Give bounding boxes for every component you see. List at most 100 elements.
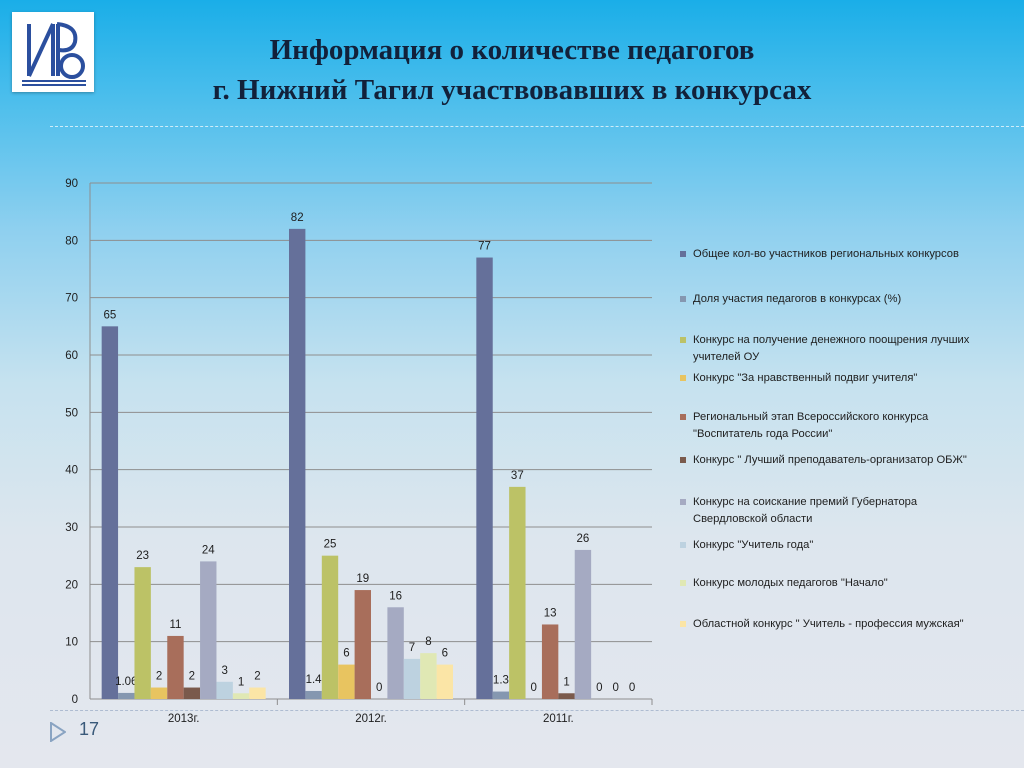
data-label: 16 [389, 590, 402, 602]
y-tick-label: 30 [65, 522, 78, 534]
data-label: 23 [136, 550, 149, 562]
legend-swatch [680, 337, 686, 343]
bar [541, 624, 559, 699]
data-label: 1.3 [493, 675, 509, 687]
legend-item: Доля участия педагогов в конкурсах (%) [680, 291, 980, 308]
bar [118, 692, 135, 699]
legend-label: Конкурс "За нравственный подвиг учителя" [693, 372, 918, 384]
legend-item: Конкурс " Лучший преподаватель-организат… [680, 452, 980, 469]
data-label: 82 [291, 212, 304, 224]
bar [403, 658, 421, 699]
bottom-divider [50, 710, 1024, 711]
legend-item: Региональный этап Всероссийского конкурс… [680, 409, 980, 442]
bar [183, 687, 201, 699]
legend-label: Конкурс "Учитель года" [693, 539, 814, 551]
slide-title: Информация о количестве педагогов г. Ниж… [60, 30, 964, 110]
legend-item: Конкурс "Учитель года" [680, 537, 980, 554]
y-tick-label: 60 [65, 350, 78, 362]
legend-swatch [680, 296, 686, 302]
data-label: 19 [356, 573, 369, 585]
x-tick-label: 2013г. [168, 713, 200, 725]
slide-title-line1: Информация о количестве педагогов [269, 34, 755, 66]
bar [101, 326, 119, 699]
data-label: 65 [103, 309, 116, 321]
bar [338, 664, 355, 699]
legend-swatch [680, 457, 686, 463]
legend-swatch [680, 414, 686, 420]
data-label: 1 [238, 676, 244, 688]
data-label: 24 [202, 544, 215, 556]
y-tick-label: 40 [65, 465, 78, 477]
bar [574, 549, 592, 699]
bar [150, 687, 168, 699]
data-label: 0 [629, 682, 635, 694]
legend-label: Конкурс молодых педагогов "Начало" [693, 577, 888, 589]
bar [420, 653, 437, 699]
data-label: 2 [156, 671, 162, 683]
y-tick-label: 80 [65, 235, 78, 247]
top-divider [50, 126, 1024, 127]
legend-label: Общее кол-во участников региональных кон… [693, 248, 959, 260]
legend-swatch [680, 542, 686, 548]
data-label: 37 [511, 470, 524, 482]
bar [476, 257, 493, 699]
data-label: 0 [596, 682, 602, 694]
y-tick-label: 70 [65, 293, 78, 305]
bar [354, 590, 371, 699]
y-tick-label: 10 [65, 637, 78, 649]
data-label: 7 [409, 642, 415, 654]
data-label: 0 [613, 682, 619, 694]
bar [200, 561, 217, 699]
legend-swatch [680, 499, 686, 505]
bar [387, 607, 404, 699]
bar [232, 693, 250, 699]
legend-item: Конкурс на получение денежного поощрения… [680, 332, 980, 365]
legend-item: Конкурс "За нравственный подвиг учителя" [680, 370, 980, 387]
legend-label: Конкурс " Лучший преподаватель-организат… [693, 454, 967, 466]
data-label: 1 [563, 676, 569, 688]
legend-label: Региональный этап Всероссийского конкурс… [693, 411, 929, 440]
y-tick-label: 0 [72, 694, 78, 706]
x-tick-label: 2011г. [543, 713, 574, 725]
data-label: 1.4 [306, 674, 323, 686]
data-label: 0 [531, 682, 537, 694]
page-number: 17 [79, 719, 100, 739]
data-label: 11 [169, 619, 181, 631]
y-tick-label: 50 [65, 407, 78, 419]
data-label: 1.06 [115, 676, 137, 688]
bar [305, 690, 322, 699]
legend-item: Областной конкурс " Учитель - профессия … [680, 616, 980, 633]
x-tick-label: 2012г. [355, 713, 387, 725]
legend-label: Конкурс на соискание премий Губернатора … [693, 496, 918, 525]
data-label: 6 [442, 648, 448, 660]
legend-item: Конкурс молодых педагогов "Начало" [680, 575, 980, 592]
legend-swatch [680, 580, 686, 586]
legend-swatch [680, 375, 686, 381]
data-label: 0 [376, 682, 382, 694]
slide-title-line2: г. Нижний Тагил участвовавших в конкурса… [212, 74, 812, 106]
y-tick-label: 20 [65, 579, 78, 591]
data-label: 13 [544, 607, 557, 619]
data-label: 25 [324, 539, 337, 551]
bar [492, 691, 510, 699]
data-label: 2 [254, 671, 260, 683]
bar [558, 693, 575, 699]
bar [134, 567, 151, 699]
bar [509, 486, 526, 699]
data-label: 2 [189, 671, 195, 683]
ivo-logo [12, 12, 94, 92]
bar [249, 687, 266, 699]
legend-label: Областной конкурс " Учитель - профессия … [693, 618, 964, 630]
bar [167, 635, 184, 699]
y-tick-label: 90 [65, 178, 78, 190]
data-label: 6 [343, 648, 349, 660]
legend-swatch [680, 251, 686, 257]
bar [436, 664, 453, 699]
triangle-arrow-icon [50, 722, 66, 742]
legend-label: Конкурс на получение денежного поощрения… [693, 334, 970, 363]
legend-item: Общее кол-во участников региональных кон… [680, 246, 980, 263]
legend-label: Доля участия педагогов в конкурсах (%) [693, 293, 902, 305]
bar [216, 681, 233, 699]
legend-item: Конкурс на соискание премий Губернатора … [680, 494, 980, 527]
